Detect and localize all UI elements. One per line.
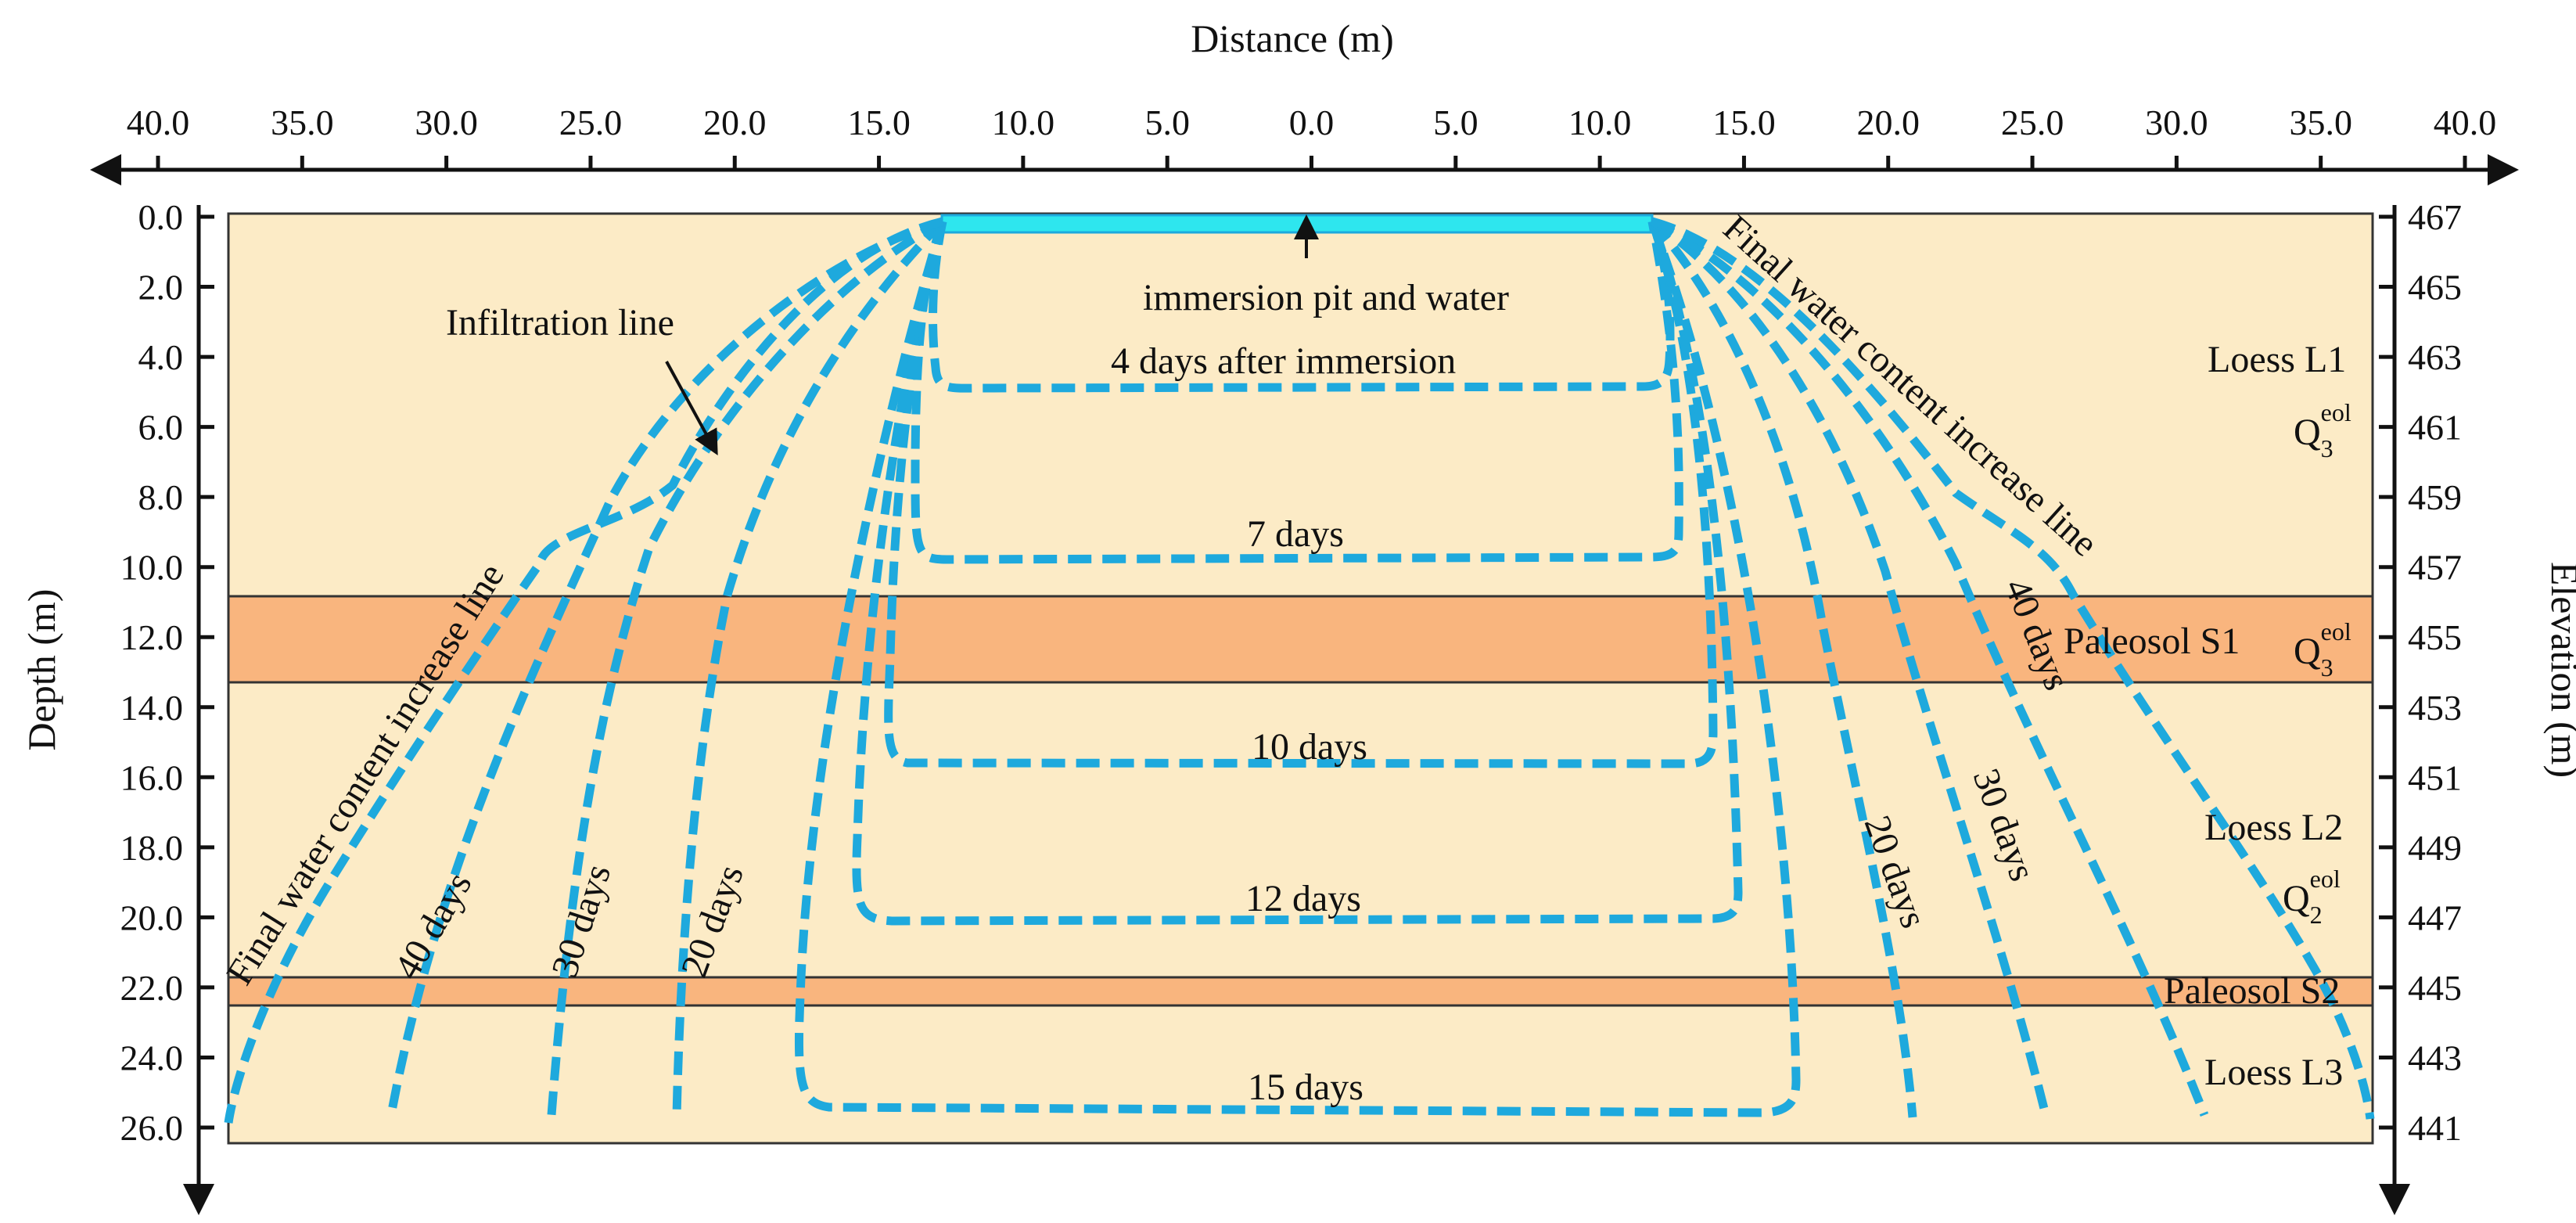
depth-tick-label: 14.0 <box>120 688 184 728</box>
elevation-tick-label: 441 <box>2408 1108 2462 1148</box>
loess-l1-symbol: Q3eol <box>2294 398 2351 462</box>
depth-tick-label: 16.0 <box>120 757 184 797</box>
distance-tick-label: 20.0 <box>703 103 767 142</box>
elevation-tick-label: 457 <box>2408 548 2462 588</box>
depth-tick-label: 8.0 <box>138 477 184 517</box>
depth-axis-title: Depth (m) <box>20 589 63 751</box>
elevation-tick-label: 459 <box>2408 477 2462 517</box>
elevation-ticks: 467 465 463 461 459 457 455 453 451 449 447 445 443 4… <box>2379 197 2462 1148</box>
depth-tick-label: 2.0 <box>138 268 184 308</box>
distance-tick-label: 15.0 <box>1712 103 1776 142</box>
distance-axis: 40.0 35.0 30.0 25.0 20.0 15.0 10.0 5.0 0.0 5.0 10.… <box>90 16 2519 185</box>
infiltration-label: Infiltration line <box>446 302 674 344</box>
distance-tick-label: 40.0 <box>127 103 190 142</box>
distance-tick-label: 35.0 <box>2289 103 2352 142</box>
depth-tick-label: 6.0 <box>138 408 184 448</box>
distance-tick-label: 10.0 <box>1568 103 1632 142</box>
distance-tick-label: 0.0 <box>1289 103 1335 142</box>
depth-axis: 0.0 2.0 4.0 6.0 8.0 10.0 12.0 14.0 16.0 18.0 20.0 2… <box>20 197 214 1215</box>
depth-tick-label: 12.0 <box>120 617 184 657</box>
label-12-days: 12 days <box>1245 878 1361 919</box>
loess-l2-label: Loess L2 <box>2204 807 2343 848</box>
loess-l1-label: Loess L1 <box>2208 339 2346 380</box>
infiltration-line-right <box>1651 217 2375 1120</box>
curve-10-days <box>884 220 1718 768</box>
distance-axis-title: Distance (m) <box>1191 16 1394 60</box>
elevation-tick-label: 443 <box>2408 1038 2462 1077</box>
depth-ticks: 0.0 2.0 4.0 6.0 8.0 10.0 12.0 14.0 16.0 18.0 20.0 2… <box>120 197 214 1148</box>
elevation-tick-label: 463 <box>2408 337 2462 377</box>
elevation-tick-label: 451 <box>2408 757 2462 797</box>
distance-tick-label: 5.0 <box>1433 103 1478 142</box>
paleosol-s2-band <box>227 976 2374 1007</box>
infiltration-pointer-arrow <box>665 361 718 456</box>
curve-right-20-days <box>1648 218 1917 1118</box>
distance-tick-label: 15.0 <box>847 103 911 142</box>
elevation-tick-label: 447 <box>2408 897 2462 937</box>
distance-tick-label: 30.0 <box>2145 103 2208 142</box>
label-4-days: 4 days after immersion <box>1111 340 1456 382</box>
distance-tick-label: 35.0 <box>271 103 334 142</box>
depth-tick-label: 10.0 <box>120 548 184 588</box>
elevation-tick-label: 445 <box>2408 968 2462 1008</box>
elevation-tick-label: 455 <box>2408 617 2462 657</box>
elevation-tick-label: 465 <box>2408 268 2462 308</box>
depth-tick-label: 4.0 <box>138 337 184 377</box>
loess-l3-label: Loess L3 <box>2204 1052 2343 1093</box>
paleosol-s1-symbol: Q3eol <box>2294 617 2351 682</box>
curve-15-days <box>794 220 1801 1117</box>
depth-tick-label: 22.0 <box>120 968 184 1008</box>
distance-tick-label: 25.0 <box>559 103 623 142</box>
curve-12-days <box>852 220 1743 926</box>
depth-tick-label: 18.0 <box>120 828 184 868</box>
elevation-tick-label: 449 <box>2408 828 2462 868</box>
distance-tick-label: 5.0 <box>1144 103 1190 142</box>
curve-left-20-days <box>672 218 946 1118</box>
curve-left-30-days <box>547 218 945 1116</box>
depth-tick-label: 0.0 <box>138 197 184 237</box>
distance-tick-label: 25.0 <box>2001 103 2064 142</box>
curve-right-30-days <box>1649 218 2050 1117</box>
label-7-days: 7 days <box>1247 513 1344 555</box>
elevation-tick-label: 467 <box>2408 197 2462 237</box>
elevation-tick-label: 453 <box>2408 688 2462 728</box>
depth-tick-label: 20.0 <box>120 897 184 937</box>
distance-tick-label: 10.0 <box>992 103 1055 142</box>
immersion-pit-water <box>940 214 1654 234</box>
paleosol-s1-band <box>227 595 2374 684</box>
curve-left-40-days <box>386 217 944 1116</box>
label-10-days: 10 days <box>1252 726 1367 768</box>
elevation-tick-label: 461 <box>2408 408 2462 448</box>
elevation-axis-title: Elevation (m) <box>2543 562 2576 778</box>
paleosol-s1-label: Paleosol S1 <box>2064 620 2240 662</box>
elevation-axis: 467 465 463 461 459 457 455 453 451 449 447 445 443 4… <box>2379 197 2576 1215</box>
pit-label: immersion pit and water <box>1143 277 1509 318</box>
wetting-front-curves <box>224 217 2375 1124</box>
distance-tick-label: 20.0 <box>1857 103 1920 142</box>
distance-tick-label: 30.0 <box>415 103 478 142</box>
infiltration-line-left <box>224 217 944 1124</box>
label-15-days: 15 days <box>1248 1067 1363 1108</box>
distance-ticks: 40.0 35.0 30.0 25.0 20.0 15.0 10.0 5.0 0.0 5.0 10.… <box>127 103 2497 170</box>
loess-l2-symbol: Q2eol <box>2283 865 2341 929</box>
depth-tick-label: 26.0 <box>120 1108 184 1148</box>
distance-tick-label: 40.0 <box>2434 103 2497 142</box>
depth-tick-label: 24.0 <box>120 1038 184 1077</box>
paleosol-s2-label: Paleosol S2 <box>2164 970 2340 1012</box>
